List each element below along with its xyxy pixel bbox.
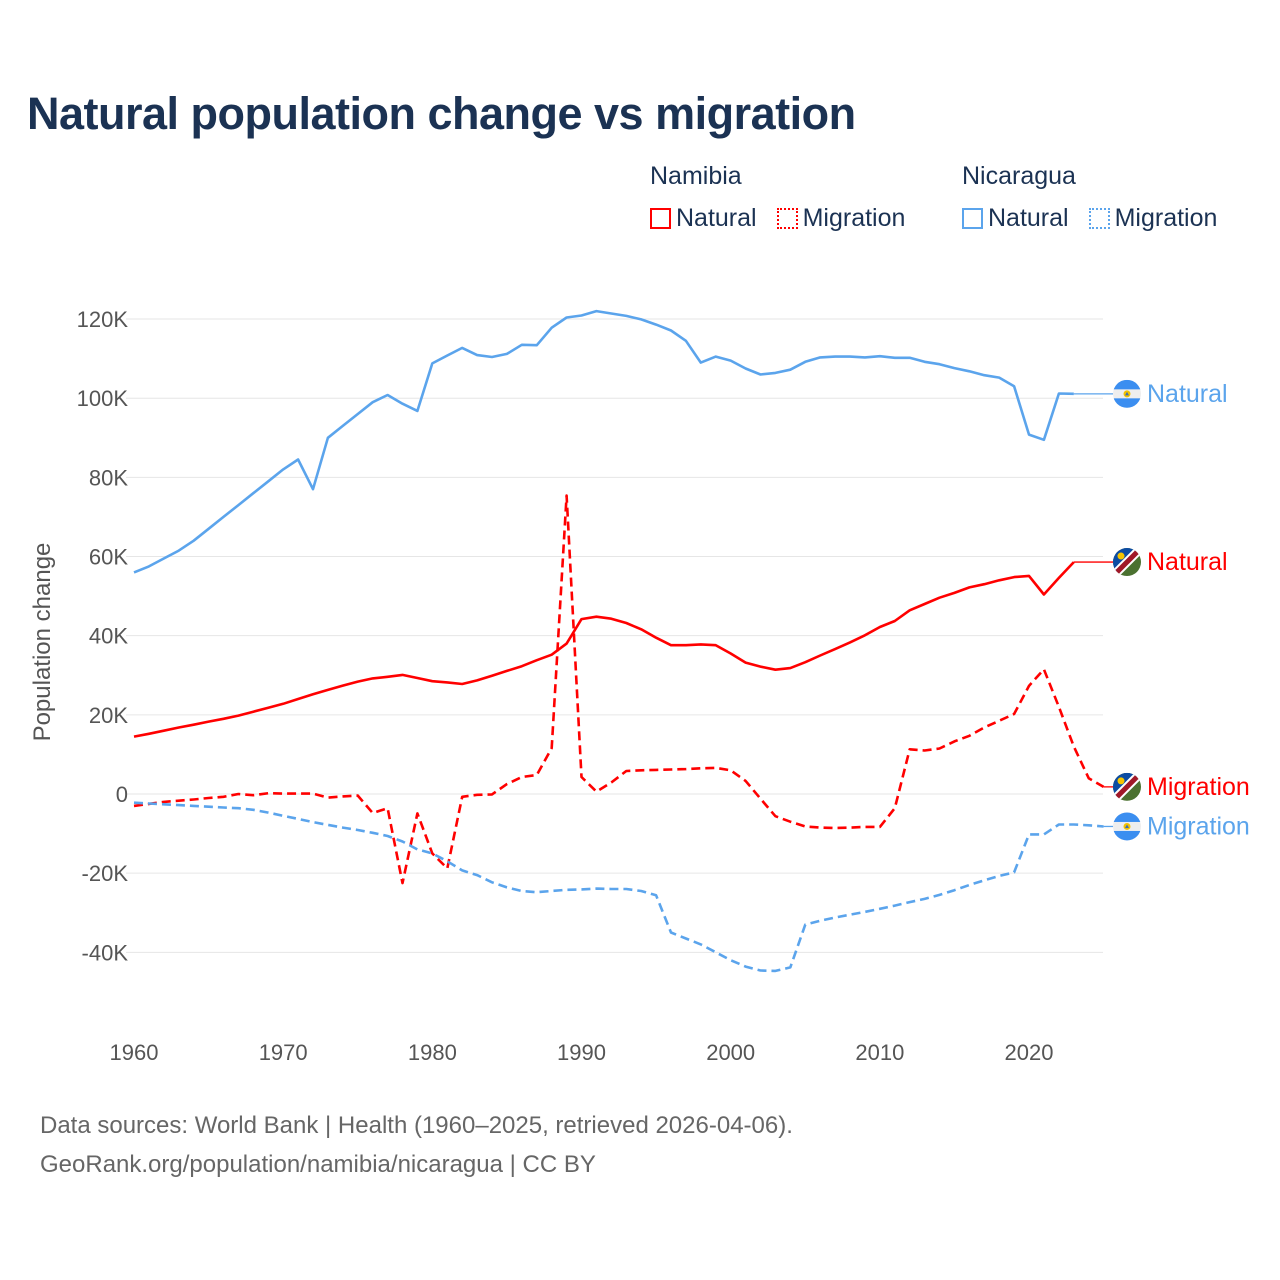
legend-label: Natural [988,204,1069,232]
series-line-nicaragua-migration [133,801,1104,973]
series-line-namibia-natural [133,561,1075,738]
series-end-label: Migration [1147,812,1250,840]
series-line-nicaragua-natural [133,309,1074,574]
y-tick-label: 80K [89,465,128,490]
legend-label: Migration [802,204,906,232]
y-tick-label: 100K [77,386,129,411]
legend-namibia: Namibia Natural Migration [650,162,925,233]
legend-item-namibia-migration[interactable]: Migration [776,204,906,233]
solid-swatch-icon [962,208,983,229]
source-line: Data sources: World Bank | Health (1960–… [40,1112,793,1139]
legend-label: Migration [1114,204,1218,232]
y-tick-label: -20K [82,861,129,886]
source-note: Data sources: World Bank | Health (1960–… [40,1106,793,1184]
namibia-flag-icon [1113,548,1141,577]
y-tick-label: 60K [89,545,128,570]
series-end-label: Natural [1147,380,1228,408]
nicaragua-flag-icon [1113,379,1141,408]
y-tick-label: 120K [77,307,129,332]
legend-item-namibia-natural[interactable]: Natural [650,204,757,233]
legend-item-nicaragua-migration[interactable]: Migration [1088,204,1218,233]
y-tick-label: 0 [116,782,128,807]
nicaragua-flag-icon [1113,812,1141,841]
y-tick-label: 20K [89,703,128,728]
x-tick-label: 1960 [110,1040,159,1065]
legend-country-nicaragua: Nicaragua [962,162,1076,190]
y-tick-label: -40K [82,940,129,965]
x-tick-label: 1970 [259,1040,308,1065]
namibia-flag-icon [1113,772,1141,801]
y-axis-label: Population change [29,543,56,742]
source-link[interactable]: GeoRank.org/population/namibia/nicaragua… [40,1151,596,1178]
series-line-namibia-migration [133,494,1105,885]
solid-swatch-icon [650,208,671,229]
x-tick-label: 2020 [1005,1040,1054,1065]
x-tick-label: 1990 [557,1040,606,1065]
series-end-label: Natural [1147,548,1228,576]
x-tick-label: 2010 [855,1040,904,1065]
x-tick-label: 1980 [408,1040,457,1065]
series-end-label: Migration [1147,773,1250,801]
legend-nicaragua: Nicaragua Natural Migration [962,162,1217,233]
dotted-swatch-icon [776,208,798,229]
x-tick-label: 2000 [706,1040,755,1065]
legend-item-nicaragua-natural[interactable]: Natural [962,204,1069,233]
y-tick-label: 40K [89,624,128,649]
legend-label: Natural [676,204,757,232]
legend-country-namibia: Namibia [650,162,742,190]
dotted-swatch-icon [1088,208,1110,229]
chart-title: Natural population change vs migration [27,88,856,139]
